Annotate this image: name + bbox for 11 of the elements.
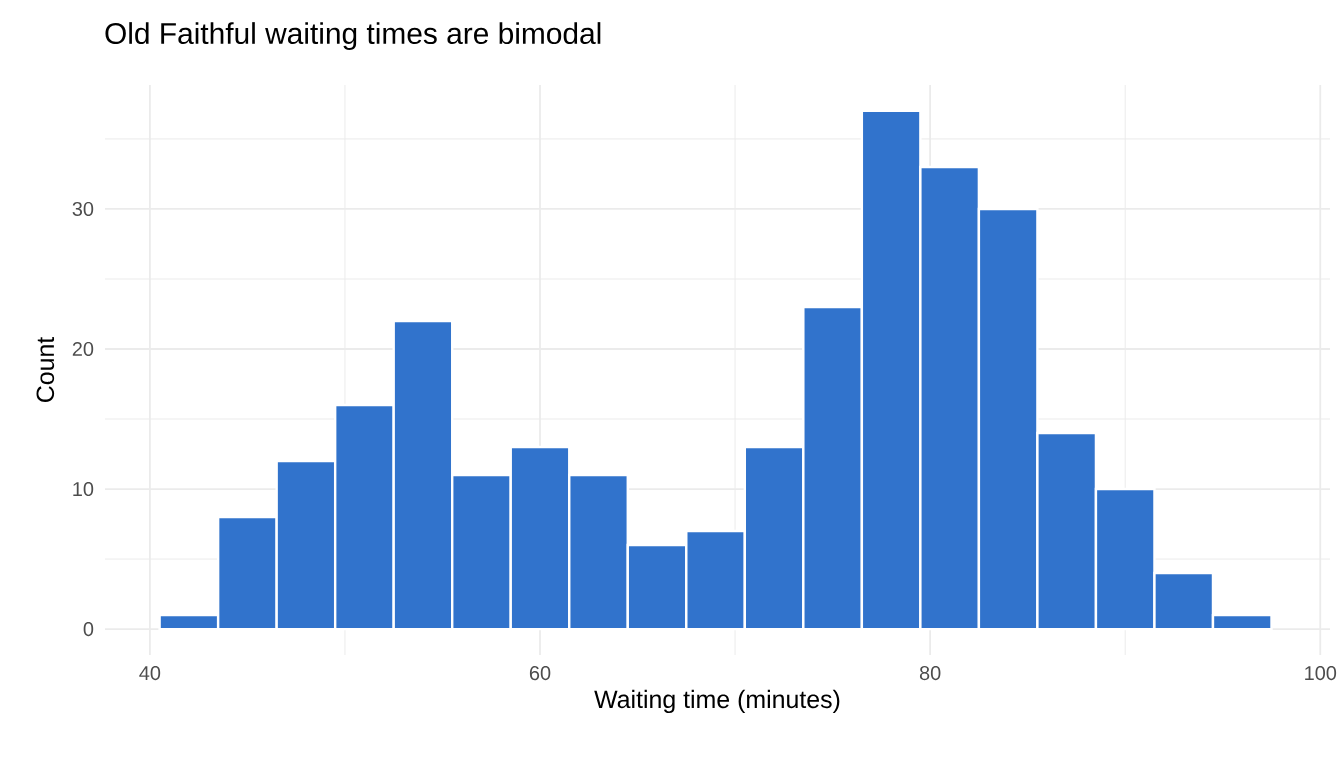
y-tick-label: 10 xyxy=(73,481,94,497)
y-axis-title: Count xyxy=(36,336,55,402)
chart-title: Old Faithful waiting times are bimodal xyxy=(105,22,601,50)
x-axis-title: Waiting time (minutes) xyxy=(594,689,840,714)
y-tick-label: 20 xyxy=(72,341,94,357)
x-tick-label: 60 xyxy=(529,666,551,681)
y-tick-label: 0 xyxy=(83,622,94,637)
x-tick-label: 80 xyxy=(919,666,941,681)
x-tick-label: 40 xyxy=(139,666,161,681)
x-tick-label: 100 xyxy=(1305,666,1337,681)
y-tick-label: 30 xyxy=(72,201,94,216)
